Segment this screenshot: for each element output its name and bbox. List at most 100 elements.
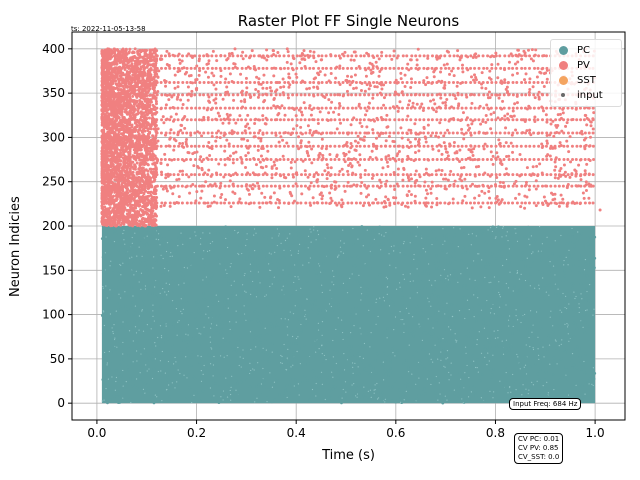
pc-spike bbox=[545, 348, 549, 352]
pc-spike bbox=[296, 307, 300, 311]
pc-spike bbox=[316, 311, 320, 315]
pc-spike bbox=[582, 298, 585, 302]
pc-spike bbox=[203, 234, 207, 238]
pc-spike bbox=[394, 316, 397, 318]
pc-spike bbox=[568, 303, 570, 305]
pc-spike bbox=[193, 377, 197, 380]
pc-spike bbox=[382, 363, 385, 367]
pc-spike bbox=[246, 240, 249, 244]
pc-spike bbox=[118, 269, 122, 273]
pc-spike bbox=[476, 339, 478, 341]
pc-spike bbox=[340, 251, 342, 253]
pc-spike bbox=[563, 321, 567, 325]
pc-spike bbox=[230, 393, 232, 396]
pc-spike bbox=[204, 308, 207, 312]
pc-spike bbox=[210, 327, 212, 329]
pc-spike bbox=[158, 248, 162, 252]
pc-spike bbox=[580, 232, 584, 236]
pc-spike bbox=[214, 342, 218, 346]
pc-spike bbox=[546, 236, 548, 238]
pc-spike bbox=[391, 385, 394, 389]
pc-spike bbox=[253, 310, 257, 314]
pc-spike bbox=[337, 331, 341, 334]
pc-spike bbox=[473, 316, 475, 318]
pv-spike bbox=[153, 223, 157, 227]
pc-spike bbox=[431, 243, 433, 246]
pc-spike bbox=[499, 329, 503, 333]
pc-spike bbox=[308, 398, 311, 402]
pc-spike bbox=[315, 271, 318, 275]
pc-spike bbox=[563, 350, 567, 354]
pc-spike bbox=[563, 269, 567, 273]
pc-spike bbox=[563, 302, 567, 305]
pc-spike bbox=[179, 351, 183, 354]
pc-spike bbox=[437, 295, 440, 299]
pc-spike bbox=[405, 298, 409, 302]
pc-spike bbox=[262, 354, 266, 358]
pc-spike bbox=[313, 229, 315, 231]
pc-spike bbox=[414, 257, 418, 261]
pc-spike bbox=[352, 393, 355, 397]
pc-spike bbox=[135, 270, 137, 272]
pc-spike bbox=[418, 377, 420, 379]
pc-spike bbox=[313, 299, 317, 302]
pc-spike bbox=[342, 388, 344, 391]
pc-spike bbox=[160, 242, 163, 246]
pc-spike bbox=[177, 350, 181, 354]
pc-spike bbox=[535, 293, 539, 297]
pc-spike bbox=[592, 340, 595, 344]
pc-spike bbox=[174, 387, 176, 389]
pc-spike bbox=[366, 229, 368, 231]
pc-spike bbox=[127, 368, 130, 372]
pc-spike bbox=[460, 259, 463, 262]
pc-spike bbox=[441, 280, 445, 284]
pc-spike bbox=[514, 380, 518, 384]
pc-spike bbox=[537, 348, 539, 350]
pc-spike bbox=[186, 235, 189, 239]
pc-spike bbox=[166, 337, 170, 341]
pc-spike bbox=[105, 285, 107, 287]
pc-spike bbox=[570, 366, 574, 370]
pc-spike bbox=[357, 238, 359, 240]
pc-spike bbox=[110, 367, 114, 371]
pc-spike bbox=[165, 250, 168, 253]
pc-spike bbox=[421, 320, 425, 324]
pc-spike bbox=[164, 372, 166, 374]
pc-spike bbox=[483, 279, 487, 283]
pc-spike bbox=[448, 324, 452, 327]
pc-spike bbox=[240, 290, 244, 294]
pc-spike bbox=[428, 301, 430, 303]
pc-spike bbox=[114, 232, 118, 236]
pc-spike bbox=[371, 345, 375, 349]
pc-spike bbox=[213, 381, 217, 385]
pc-spike bbox=[351, 362, 354, 364]
pc-spike bbox=[166, 242, 169, 244]
pc-spike bbox=[337, 255, 339, 258]
pc-spike bbox=[343, 395, 347, 399]
pc-spike bbox=[452, 387, 456, 390]
pc-spike bbox=[320, 269, 324, 273]
pc-spike bbox=[507, 280, 511, 284]
pc-spike bbox=[151, 377, 154, 380]
pc-spike bbox=[246, 233, 248, 235]
pc-spike bbox=[542, 297, 546, 301]
pc-spike bbox=[489, 378, 493, 382]
pc-spike bbox=[201, 268, 205, 271]
pc-spike bbox=[171, 382, 173, 384]
pc-spike bbox=[556, 392, 560, 395]
pc-spike bbox=[434, 280, 436, 282]
pc-spike bbox=[158, 297, 162, 301]
pc-spike bbox=[442, 290, 446, 294]
pc-spike bbox=[261, 378, 264, 382]
pc-spike bbox=[453, 392, 457, 396]
pc-spike bbox=[525, 300, 529, 304]
pc-spike bbox=[302, 264, 304, 266]
pc-spike bbox=[177, 244, 181, 248]
pc-spike bbox=[530, 235, 532, 237]
pc-spike bbox=[284, 283, 288, 287]
pc-spike bbox=[272, 287, 276, 291]
pc-spike bbox=[466, 267, 468, 269]
pc-spike bbox=[198, 399, 202, 403]
pc-spike bbox=[462, 402, 464, 404]
pc-spike bbox=[305, 279, 309, 283]
